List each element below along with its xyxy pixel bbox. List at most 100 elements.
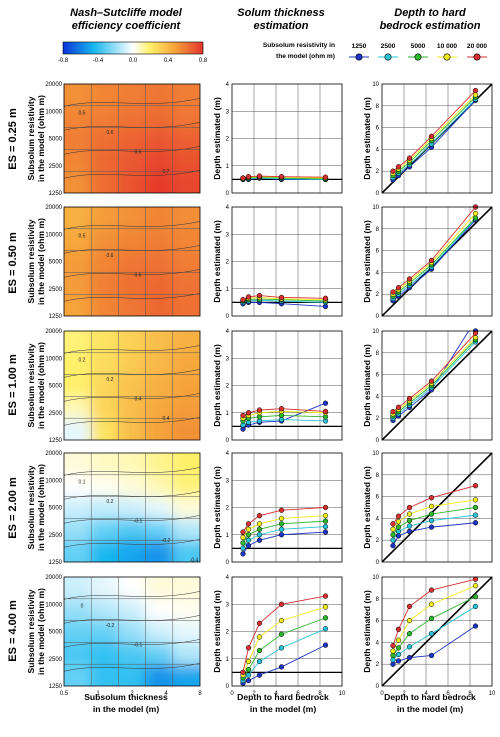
heatmap-cell <box>117 170 147 193</box>
data-point <box>256 513 263 519</box>
heatmap-cell <box>172 517 200 541</box>
data-point <box>428 587 435 593</box>
heatmap-cell <box>90 395 119 419</box>
bedrock-x-tick: 6 <box>446 691 450 697</box>
series-line <box>242 520 326 544</box>
heatmap-cell <box>145 105 174 129</box>
solum-panel: 0 1 2 3 4 Depth estimated (m) <box>212 329 343 444</box>
heatmap-cell <box>90 539 119 562</box>
heatmap-cell <box>117 105 147 129</box>
data-point <box>278 406 285 412</box>
heatmap-cell <box>145 663 174 686</box>
heatmap-y-tick: 1250 <box>49 438 63 444</box>
heatmap-cell <box>117 127 147 150</box>
heatmap-cell <box>64 207 92 230</box>
heatmap-cell <box>64 620 92 643</box>
heatmap-y-title: Subsolum resistivity <box>26 96 36 180</box>
heatmap-cell <box>64 395 92 419</box>
contour-label: 0.6 <box>135 149 142 155</box>
bedrock-panel: 0 2 4 6 8 10 Depth estimated (m) <box>362 82 493 197</box>
contour-label: 0.6 <box>135 272 142 278</box>
bedrock-y-tick: 10 <box>372 451 379 457</box>
data-point <box>278 617 285 624</box>
data-point <box>406 523 413 529</box>
data-point <box>240 540 246 546</box>
heatmap-cell <box>64 352 92 376</box>
heatmap-y-title: in the model (ohm m) <box>36 95 46 182</box>
data-point <box>240 534 246 541</box>
heatmap-cell <box>117 84 147 107</box>
bedrock-y-tick: 4 <box>376 516 380 522</box>
data-point <box>390 537 396 543</box>
contour-line <box>64 539 200 548</box>
heatmap-cell <box>145 395 174 419</box>
bedrock-frame <box>381 206 493 317</box>
data-point <box>395 637 402 643</box>
solum-y-tick: 1 <box>226 657 230 663</box>
bedrock-y-tick: 0 <box>376 684 380 690</box>
data-point <box>428 652 435 659</box>
data-point <box>245 667 252 673</box>
data-point <box>472 334 479 341</box>
data-point <box>256 521 263 527</box>
bedrock-y-tick: 8 <box>376 473 380 479</box>
data-point <box>278 507 285 513</box>
contour-label: -0.2 <box>162 538 171 544</box>
heatmap-cell <box>172 453 200 476</box>
data-point <box>472 603 479 610</box>
panels: 0.50.60.60.71250250050001000020000Subsol… <box>26 82 496 697</box>
bedrock-y-tick: 2 <box>376 538 380 544</box>
contour-line <box>64 491 200 500</box>
heatmap-cell <box>145 170 174 193</box>
heatmap-cell <box>199 192 200 193</box>
solum-y-title: Depth estimated (m) <box>212 344 222 427</box>
heatmap-x-tick: 0.5 <box>60 691 69 697</box>
heatmap-cell <box>64 539 92 562</box>
data-point <box>406 644 413 650</box>
heatmap-cell <box>145 228 174 252</box>
bedrock-y-tick: 8 <box>376 104 380 110</box>
data-point <box>245 677 252 684</box>
heatmap-cell <box>145 539 174 562</box>
bedrock-y-tick: 4 <box>376 640 380 646</box>
data-point <box>256 634 263 640</box>
contour-line <box>64 221 200 230</box>
data-point <box>472 483 479 489</box>
data-point <box>395 513 402 519</box>
heatmap-cell <box>90 148 119 172</box>
contour-label: 0.6 <box>107 253 114 259</box>
data-point <box>278 601 285 607</box>
solum-y-tick: 2 <box>226 384 230 390</box>
heatmap-cell <box>117 148 147 172</box>
data-point <box>322 513 329 519</box>
heatmap-cell <box>64 517 92 541</box>
colorbar-tick: 0.0 <box>129 58 138 64</box>
data-point <box>472 92 479 98</box>
heatmap-cell <box>172 250 200 273</box>
solum-y-tick: 0 <box>226 191 230 197</box>
heatmap-cell <box>117 496 147 519</box>
row-label-es-0.25: ES = 0.25 m <box>7 108 19 170</box>
series-line <box>392 585 476 652</box>
heatmap-panel: 0.5 0.6 0.6 0.7 1250 2500 5000 10000 20000 Subsol… <box>26 82 201 197</box>
heatmap-frame <box>63 452 201 563</box>
heatmap-cell <box>117 474 147 498</box>
heatmap-cell <box>64 331 92 354</box>
data-point <box>406 617 413 624</box>
data-point <box>472 330 479 336</box>
bedrock-y-tick: 10 <box>372 329 379 335</box>
data-point <box>395 164 402 170</box>
solum-y-tick: 0 <box>226 560 230 566</box>
data-point <box>472 583 479 589</box>
data-point <box>322 504 329 511</box>
data-point <box>428 601 435 607</box>
solum-panel: 0 1 2 3 4 Depth estimated (m) <box>212 205 343 320</box>
row-label-es-2.00: ES = 2.00 m <box>7 477 19 539</box>
bedrock-y-tick: 6 <box>376 495 380 501</box>
contour-label: -0.1 <box>134 642 143 648</box>
data-point <box>472 215 479 221</box>
data-point <box>322 604 329 610</box>
series-line <box>242 644 326 684</box>
contour-line <box>64 417 200 426</box>
bedrock-panel: 0 2 4 6 8 10 Depth estimated (m) <box>362 328 493 444</box>
